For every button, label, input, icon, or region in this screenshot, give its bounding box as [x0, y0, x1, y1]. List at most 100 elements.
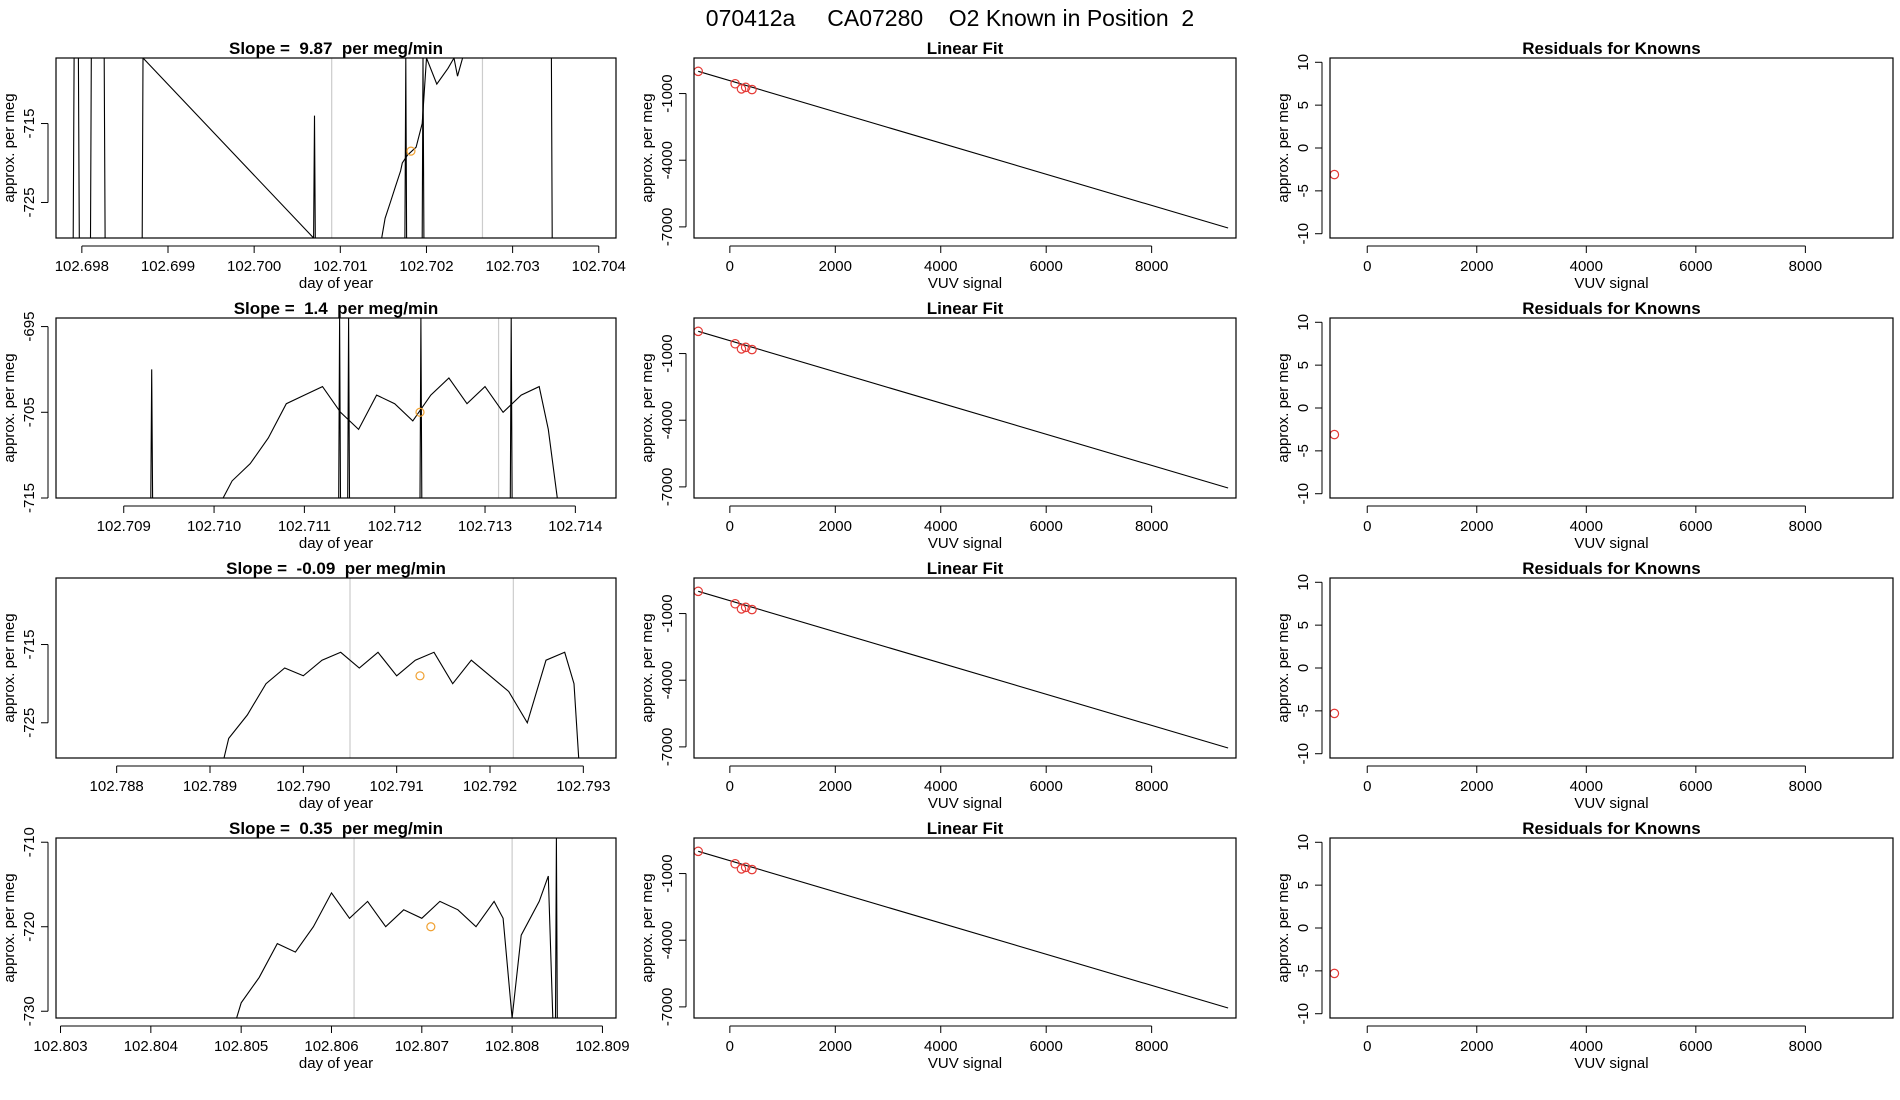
y-tick-label: 5: [1295, 881, 1312, 889]
x-tick-label: 102.804: [124, 1038, 178, 1055]
y-tick-label: -720: [21, 912, 38, 942]
y-tick-label: 0: [1295, 924, 1312, 932]
x-tick-label: 4000: [924, 518, 957, 535]
plot-area: [694, 66, 1229, 229]
x-tick-label: 102.700: [227, 258, 281, 275]
data-point: [747, 344, 757, 355]
data-point: [730, 598, 740, 609]
mean-marker: [426, 922, 436, 932]
plot-area: [1330, 169, 1340, 180]
x-tick-label: 102.805: [214, 1038, 268, 1055]
plot-area: [150, 318, 558, 498]
data-point: [740, 82, 751, 93]
panel-title: Slope = 0.35 per meg/min: [229, 819, 443, 838]
x-tick-label: 102.709: [97, 518, 151, 535]
x-tick-label: 102.803: [33, 1038, 87, 1055]
panel-linear_fit-3: Linear Fit 0 2000 4000 6000 8000 VUV signal -10…: [639, 559, 1237, 812]
series-line-trace: [223, 651, 580, 758]
y-tick-label: -695: [21, 312, 38, 342]
series-line-spike2: [421, 58, 425, 238]
plot-frame: [693, 317, 1237, 499]
x-axis-title: day of year: [299, 795, 373, 812]
y-axis-title: approx. per meg: [1275, 93, 1292, 202]
x-tick-label: 102.702: [399, 258, 453, 275]
y-tick-label: -10: [1295, 1003, 1312, 1025]
x-tick-label: 4000: [924, 778, 957, 795]
x-tick-label: 102.701: [313, 258, 367, 275]
x-tick-label: 102.790: [276, 778, 330, 795]
panel-title: Slope = -0.09 per meg/min: [226, 559, 446, 578]
x-tick-label: 0: [726, 518, 734, 535]
panel-residuals-3: Residuals for Knowns 0 2000 4000 6000 8000 VUV…: [1275, 559, 1894, 812]
plot-frame: [693, 577, 1237, 759]
x-axis-title: VUV signal: [928, 535, 1002, 552]
y-tick-label: 5: [1295, 621, 1312, 629]
x-tick-label: 6000: [1679, 1038, 1712, 1055]
data-point: [730, 78, 740, 89]
y-tick-label: -7000: [659, 988, 676, 1026]
x-tick-label: 102.793: [556, 778, 610, 795]
x-tick-label: 4000: [924, 1038, 957, 1055]
x-tick-label: 102.714: [548, 518, 602, 535]
y-tick-label: 5: [1295, 101, 1312, 109]
x-tick-label: 6000: [1030, 518, 1063, 535]
y-tick-label: 0: [1295, 664, 1312, 672]
y-tick-label: -715: [21, 109, 38, 139]
y-tick-label: -5: [1295, 964, 1312, 977]
series-line-spike2: [419, 318, 513, 498]
panel-residuals-1: Residuals for Knowns 0 2000 4000 6000 8000 VUV…: [1275, 39, 1894, 292]
data-point: [1330, 429, 1340, 440]
x-tick-label: 102.808: [485, 1038, 539, 1055]
plot-frame: [1329, 317, 1894, 499]
plot-frame: [693, 837, 1237, 1019]
plot-area: [223, 578, 580, 758]
y-tick-label: -10: [1295, 223, 1312, 245]
x-tick-label: 0: [726, 258, 734, 275]
x-tick-label: 2000: [819, 518, 852, 535]
y-axis-title: approx. per meg: [1275, 353, 1292, 462]
x-tick-label: 0: [726, 1038, 734, 1055]
x-tick-label: 8000: [1789, 778, 1822, 795]
mean-marker: [406, 146, 416, 156]
page-title: 070412a CA07280 O2 Known in Position 2: [706, 5, 1194, 31]
data-point: [747, 84, 757, 95]
x-tick-label: 102.792: [463, 778, 517, 795]
x-tick-label: 102.712: [368, 518, 422, 535]
y-tick-label: -4000: [659, 921, 676, 959]
y-tick-label: -1000: [659, 854, 676, 892]
y-tick-label: -730: [21, 996, 38, 1026]
x-axis-title: day of year: [299, 535, 373, 552]
data-point: [747, 604, 757, 615]
mean-marker: [415, 671, 425, 681]
panel-title: Residuals for Knowns: [1522, 299, 1701, 318]
x-tick-label: 2000: [819, 778, 852, 795]
y-tick-label: 10: [1295, 834, 1312, 851]
plot-frame: [55, 837, 617, 1019]
plot-area: [236, 838, 558, 1018]
plot-frame: [55, 317, 617, 499]
plot-area: [694, 846, 1229, 1009]
x-tick-label: 2000: [1460, 518, 1493, 535]
y-tick-label: -725: [21, 708, 38, 738]
panel-residuals-4: Residuals for Knowns 0 2000 4000 6000 8000 VUV…: [1275, 819, 1894, 1072]
y-axis-title: approx. per meg: [639, 613, 656, 722]
panel-title: Slope = 1.4 per meg/min: [234, 299, 439, 318]
plot-frame: [55, 57, 617, 239]
x-axis-title: VUV signal: [928, 1055, 1002, 1072]
y-axis-title: approx. per meg: [639, 93, 656, 202]
y-tick-label: -4000: [659, 401, 676, 439]
x-axis-title: day of year: [299, 1055, 373, 1072]
y-tick-label: -715: [21, 630, 38, 660]
x-axis-title: VUV signal: [1574, 535, 1648, 552]
y-tick-label: -5: [1295, 444, 1312, 457]
plot-area: [1330, 708, 1340, 719]
series-line-trace: [150, 369, 558, 498]
panel-title: Linear Fit: [927, 819, 1004, 838]
data-point: [736, 604, 747, 614]
x-tick-label: 6000: [1030, 778, 1063, 795]
data-point: [736, 344, 747, 354]
panel-timeseries-3: Slope = -0.09 per meg/min 102.788 102.789 1…: [1, 559, 617, 812]
x-axis-title: VUV signal: [928, 795, 1002, 812]
x-tick-label: 102.807: [395, 1038, 449, 1055]
